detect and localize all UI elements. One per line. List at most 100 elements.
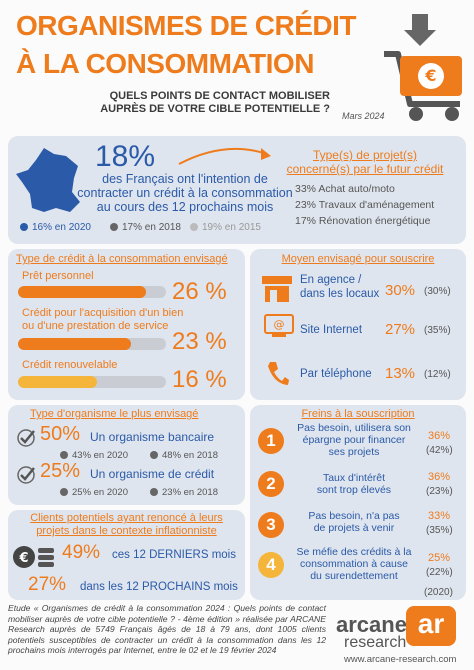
logo-mark: ar (406, 606, 456, 646)
renounced-label: dans les 12 PROCHAINS mois (80, 581, 238, 593)
panel-title: Type d'organisme le plus envisagé (30, 408, 199, 420)
credit-value: 26 % (172, 278, 227, 305)
subtitle: QUELS POINTS DE CONTACT MOBILISER (109, 90, 330, 102)
organism-label: Un organisme bancaire (90, 430, 215, 444)
channel-label: En agence / (300, 274, 362, 286)
history-item: 19% en 2015 (190, 222, 261, 233)
intention-panel (8, 136, 466, 244)
url: www.arcane-research.com (344, 654, 457, 665)
title: À LA CONSOMMATION (16, 48, 314, 79)
obstacle-text: consommation à cause (300, 558, 408, 570)
date: Mars 2024 (342, 111, 385, 121)
project-item: 33% Achat auto/moto (295, 183, 395, 195)
check-icon (17, 429, 35, 447)
panel-title: projets dans le contexte inflationniste (36, 525, 217, 537)
history-item: 16% en 2020 (20, 222, 91, 233)
obstacle-text: ses projets (328, 446, 380, 458)
history-item: 17% en 2018 (110, 222, 181, 233)
history-text: 19% en 2015 (202, 222, 261, 233)
phone-icon (268, 362, 289, 385)
history-text: 48% en 2018 (162, 450, 218, 461)
credit-label: Prêt personnel (22, 270, 94, 282)
obstacle-text: Pas besoin, utilisera son (297, 422, 411, 434)
coins-icon: € (13, 546, 54, 568)
channel-value: 13% (385, 365, 416, 382)
arrow (178, 147, 271, 165)
obstacle-text: du surendettement (310, 570, 398, 582)
history-item: 48% en 2018 (150, 450, 218, 461)
bar-track (18, 376, 166, 388)
projects-title: Type(s) de projet(s) (312, 148, 418, 162)
step-number: 4 (258, 552, 284, 578)
shop-icon (262, 276, 292, 302)
intention-text: contracter un crédit à la consommation (77, 186, 293, 200)
history-text: 25% en 2020 (72, 487, 128, 498)
study-note: Etude « Organismes de crédit à la consom… (8, 603, 326, 655)
channel-value: 27% (385, 321, 416, 338)
credit-label: ou d'une prestation de service (22, 320, 169, 332)
check-icon (17, 466, 35, 484)
obstacle-text: Se méfie des crédits à la (296, 546, 412, 558)
history-item: 25% en 2020 (60, 487, 128, 498)
channel-value: 30% (385, 282, 416, 299)
bar (18, 376, 97, 388)
history-item: 43% en 2020 (60, 450, 128, 461)
organism-label: Un organisme de crédit (90, 467, 215, 481)
obstacle-value: 36% (428, 430, 451, 442)
organism-value: 25% (40, 460, 81, 482)
cart-icon: € (384, 14, 462, 121)
project-item: 17% Rénovation énergétique (295, 215, 431, 227)
credit-types-panel (8, 249, 245, 400)
credit-label: Crédit renouvelable (22, 359, 118, 371)
renounced-value: 49% (62, 542, 101, 563)
organisms-panel (8, 405, 245, 505)
bar (18, 286, 147, 298)
projects-title: concerné(s) par le futur crédit (286, 162, 444, 176)
channel-label: Par téléphone (300, 368, 372, 380)
panel-title: Type de crédit à la consommation envisag… (16, 253, 228, 265)
intention-text: des Français ont l'intention de (102, 172, 268, 186)
subtitle: AUPRÈS DE VOTRE CIBLE POTENTIELLE ? (100, 103, 330, 115)
channel-previous: (35%) (424, 325, 451, 336)
history-text: 43% en 2020 (72, 450, 128, 461)
history-text: 16% en 2020 (32, 222, 91, 233)
panel-title: Freins à la souscription (301, 408, 415, 420)
channels-panel (250, 249, 466, 400)
step-number: 2 (258, 471, 284, 497)
channel-label: Site Internet (300, 324, 363, 336)
panel-title: Clients potentiels ayant renoncé à leurs (30, 512, 223, 524)
obstacles-panel (250, 405, 466, 600)
project-item: 23% Travaux d'aménagement (295, 199, 435, 211)
channel-previous: (30%) (424, 286, 451, 297)
step-number: 3 (258, 512, 284, 538)
obstacle-text: de projets à venir (313, 522, 395, 534)
obstacle-previous: (42%) (426, 445, 453, 456)
title: ORGANISMES DE CRÉDIT (16, 10, 357, 41)
obstacle-text: Pas besoin, n'a pas (308, 510, 400, 522)
obstacle-previous: (22%) (426, 567, 453, 578)
logo-text: research (344, 634, 407, 651)
logo-text: arcane (336, 612, 407, 637)
svg-text:€: € (18, 551, 28, 566)
history-text: 23% en 2018 (162, 487, 218, 498)
obstacle-previous: (35%) (426, 525, 453, 536)
credit-value: 16 % (172, 366, 227, 393)
channel-previous: (12%) (424, 369, 451, 380)
step-number: 1 (258, 428, 284, 454)
credit-label: Crédit pour l'acquisition d'un bien (22, 307, 184, 319)
organism-value: 50% (40, 423, 81, 445)
obstacle-previous: (23%) (426, 486, 453, 497)
obstacle-value: 33% (428, 510, 451, 522)
bar-track (18, 286, 166, 298)
history-item: 23% en 2018 (150, 487, 218, 498)
svg-text:@: @ (274, 318, 285, 331)
obstacle-text: Taux d'intérêt (322, 472, 386, 484)
history-text: 17% en 2018 (122, 222, 181, 233)
intention-text: au cours des 12 prochains mois (96, 200, 274, 214)
france-map (16, 148, 80, 212)
bar-track (18, 338, 166, 350)
bar (18, 338, 132, 350)
intention-value: 18% (95, 140, 156, 173)
renounced-value: 27% (28, 574, 67, 595)
